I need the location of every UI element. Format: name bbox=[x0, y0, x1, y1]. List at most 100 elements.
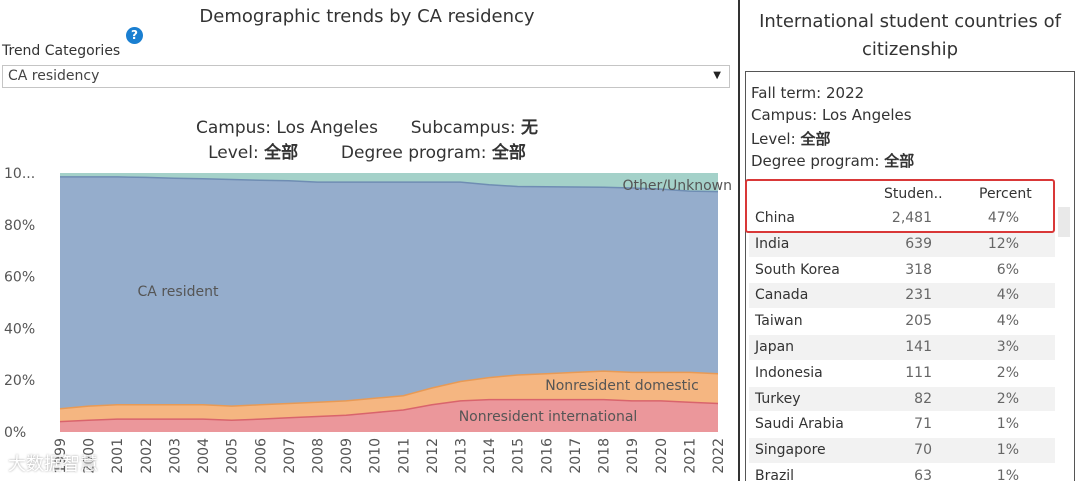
table-row[interactable]: China 2,481 47% bbox=[749, 206, 1055, 232]
country-cell: Singapore bbox=[755, 442, 826, 459]
table-row[interactable]: South Korea 318 6% bbox=[749, 258, 1055, 284]
series-boundary-line bbox=[60, 176, 719, 193]
table-row[interactable]: Saudi Arabia 71 1% bbox=[749, 412, 1055, 439]
series-boundary-line bbox=[59, 370, 719, 410]
y-tick-label: 0% bbox=[4, 425, 26, 441]
countries-title-line2: citizenship bbox=[861, 39, 959, 60]
x-tick-label: 2022 bbox=[711, 438, 727, 474]
percent-column-header[interactable]: Percent bbox=[979, 186, 1032, 202]
table-row[interactable]: Indonesia 111 2% bbox=[749, 361, 1055, 387]
x-tick-label: 2018 bbox=[597, 438, 613, 474]
series-label: CA resident bbox=[138, 284, 219, 300]
fall-term: Fall term: 2022 bbox=[751, 84, 865, 102]
level-info-label: Level: bbox=[751, 130, 796, 148]
series-boundary-line bbox=[59, 398, 719, 423]
level-info: Level: 全部 bbox=[751, 128, 830, 149]
help-icon[interactable]: ? bbox=[126, 27, 143, 44]
trend-categories-label: Trend Categories bbox=[2, 43, 121, 59]
x-tick-label: 2011 bbox=[396, 438, 412, 474]
x-tick-label: 2016 bbox=[539, 438, 555, 474]
percent-cell: 1% bbox=[996, 442, 1019, 459]
students-cell: 231 bbox=[905, 287, 932, 304]
x-tick-label: 2014 bbox=[482, 438, 498, 474]
x-tick-label: 2020 bbox=[654, 438, 670, 474]
degree-label: Degree program: bbox=[340, 143, 487, 163]
chart-title: Demographic trends by CA residency bbox=[199, 6, 535, 27]
degree-info: Degree program: 全部 bbox=[751, 150, 914, 171]
x-tick-label: 1999 bbox=[53, 438, 69, 474]
table-row[interactable]: Singapore 70 1% bbox=[749, 438, 1055, 464]
table-row[interactable]: Turkey 82 2% bbox=[749, 386, 1055, 413]
watermark: 大数据智慧 bbox=[8, 454, 98, 475]
students-cell: 70 bbox=[914, 442, 932, 459]
table-scrollbar[interactable] bbox=[1058, 207, 1070, 237]
panel-divider bbox=[738, 0, 740, 481]
students-column-header[interactable]: Studen.. bbox=[884, 186, 943, 202]
area-other-unknown[interactable] bbox=[60, 173, 718, 192]
table-row[interactable]: Japan 141 3% bbox=[749, 334, 1055, 361]
x-tick-label: 2009 bbox=[339, 438, 355, 474]
level-info-value: 全部 bbox=[800, 130, 831, 148]
y-tick-label: 60% bbox=[4, 270, 35, 286]
country-cell: Indonesia bbox=[755, 364, 823, 381]
country-cell: China bbox=[755, 210, 795, 226]
x-tick-label: 2021 bbox=[682, 438, 698, 474]
x-tick-label: 2000 bbox=[82, 438, 98, 474]
countries-table: Studen.. Percent China 2,481 47% India 639 12… bbox=[749, 180, 1055, 481]
campus-value: Los Angeles bbox=[276, 118, 378, 138]
level-value: 全部 bbox=[264, 143, 299, 163]
country-cell: Taiwan bbox=[755, 313, 803, 330]
students-cell: 82 bbox=[914, 390, 932, 407]
percent-cell: 4% bbox=[996, 313, 1019, 330]
students-cell: 111 bbox=[905, 364, 932, 381]
y-tick-label: 10... bbox=[4, 166, 35, 182]
left-panel: Demographic trends by CA residency ? Tre… bbox=[0, 0, 738, 481]
country-cell: India bbox=[755, 235, 790, 252]
table-row[interactable]: Brazil 63 1% bbox=[749, 464, 1055, 481]
x-tick-label: 2012 bbox=[425, 438, 441, 474]
dropdown-value: CA residency bbox=[8, 68, 100, 84]
table-header: Studen.. Percent bbox=[749, 180, 1055, 206]
students-cell: 318 bbox=[905, 261, 932, 278]
subcampus-value: 无 bbox=[521, 118, 538, 138]
highlight-box bbox=[745, 179, 1055, 233]
area-nonresident-international[interactable] bbox=[60, 399, 718, 432]
series-label: Other/Unknown bbox=[623, 178, 732, 194]
table-row[interactable]: Taiwan 205 4% bbox=[749, 309, 1055, 335]
percent-cell: 2% bbox=[996, 364, 1019, 381]
area-ca-resident[interactable] bbox=[60, 176, 718, 409]
area-nonresident-domestic[interactable] bbox=[60, 371, 718, 422]
x-tick-label: 2006 bbox=[253, 438, 269, 474]
students-cell: 639 bbox=[905, 235, 932, 252]
area-chart[interactable]: 0% 20% 40% 60% 80% 10... 1999 2000 2001 2002 2003 2… bbox=[0, 0, 738, 481]
countries-title: International student countries of citiz… bbox=[740, 8, 1080, 64]
trend-categories-dropdown[interactable]: CA residency ▼ bbox=[2, 65, 730, 88]
table-row[interactable]: Canada 231 4% bbox=[749, 283, 1055, 310]
x-tick-label: 2007 bbox=[282, 438, 298, 474]
subcampus-label: Subcampus: bbox=[410, 118, 516, 138]
right-panel: International student countries of citiz… bbox=[740, 0, 1080, 481]
table-row[interactable]: India 639 12% bbox=[749, 231, 1055, 258]
x-tick-label: 2015 bbox=[511, 438, 527, 474]
campus-label: Campus: bbox=[196, 118, 271, 138]
dropdown-arrow-icon[interactable]: ▼ bbox=[713, 70, 721, 81]
degree-info-value: 全部 bbox=[884, 152, 915, 170]
country-cell: Saudi Arabia bbox=[755, 416, 844, 433]
x-tick-label: 2019 bbox=[625, 438, 641, 474]
x-tick-label: 2003 bbox=[167, 438, 183, 474]
y-tick-label: 40% bbox=[4, 321, 35, 337]
percent-cell: 6% bbox=[996, 261, 1019, 278]
x-tick-label: 2004 bbox=[196, 438, 212, 474]
percent-cell: 1% bbox=[996, 416, 1019, 433]
country-cell: Canada bbox=[755, 287, 809, 304]
table-body: China 2,481 47% India 639 12% South Korea 318 6%… bbox=[749, 206, 1055, 481]
degree-value: 全部 bbox=[491, 143, 526, 163]
degree-info-label: Degree program: bbox=[751, 152, 880, 170]
y-tick-label: 80% bbox=[4, 218, 35, 234]
percent-cell: 2% bbox=[996, 390, 1019, 407]
x-tick-label: 2005 bbox=[225, 438, 241, 474]
countries-title-line1: International student countries of bbox=[759, 11, 1061, 32]
x-tick-label: 2017 bbox=[568, 438, 584, 474]
x-tick-label: 2002 bbox=[139, 438, 155, 474]
country-cell: Brazil bbox=[755, 467, 795, 481]
